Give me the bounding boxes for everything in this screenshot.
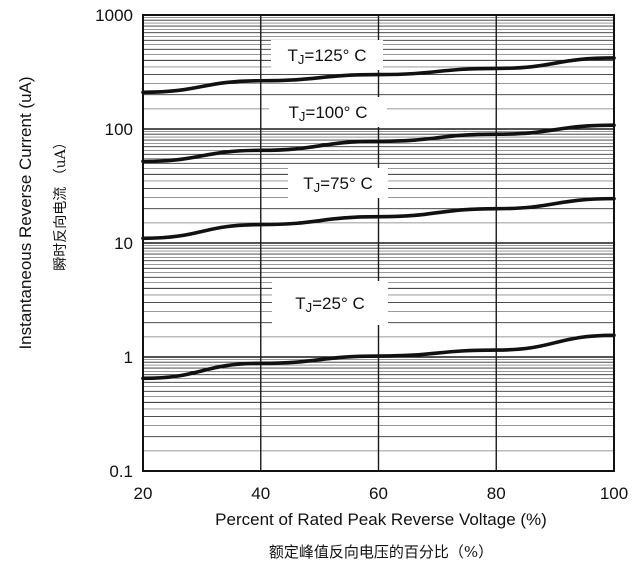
plot-frame <box>142 14 615 472</box>
x-tick-label: 40 <box>251 484 270 503</box>
series-label-box <box>272 281 388 325</box>
tick-labels: 0.1 1 10 100 1000 20 40 60 80 100 <box>95 6 628 503</box>
y-tick-label: 10 <box>114 234 133 253</box>
series-line <box>141 196 616 241</box>
series-line <box>141 56 616 95</box>
y-axis-title-secondary: 瞬时反向电流 （uA） <box>53 135 69 271</box>
series-label-box <box>288 168 388 198</box>
series-line <box>141 333 616 381</box>
series-label-box <box>269 97 387 127</box>
series-label: TJ=25° C <box>295 294 365 315</box>
y-tick-label: 1 <box>124 348 133 367</box>
series-label: TJ=100° C <box>289 103 368 124</box>
x-axis-title: Percent of Rated Peak Reverse Voltage (%… <box>215 510 547 529</box>
x-tick-label: 100 <box>600 484 628 503</box>
series-label-box <box>271 40 383 70</box>
x-tick-label: 60 <box>369 484 388 503</box>
y-axis-title: Instantaneous Reverse Current (uA) <box>16 76 35 350</box>
series-label: TJ=125° C <box>288 46 367 67</box>
grid <box>142 15 615 472</box>
x-axis-title-secondary: 额定峰值反向电压的百分比（%） <box>268 543 494 561</box>
y-tick-label: 0.1 <box>109 462 133 481</box>
series-labels: TJ=125° C TJ=100° C TJ=75° C TJ=25° C <box>269 40 388 325</box>
series-label: TJ=75° C <box>303 174 373 195</box>
x-tick-label: 80 <box>487 484 506 503</box>
series-line <box>141 123 616 164</box>
y-tick-label: 100 <box>105 120 133 139</box>
series-lines <box>141 56 616 381</box>
x-tick-label: 20 <box>134 484 153 503</box>
y-tick-label: 1000 <box>95 6 133 25</box>
